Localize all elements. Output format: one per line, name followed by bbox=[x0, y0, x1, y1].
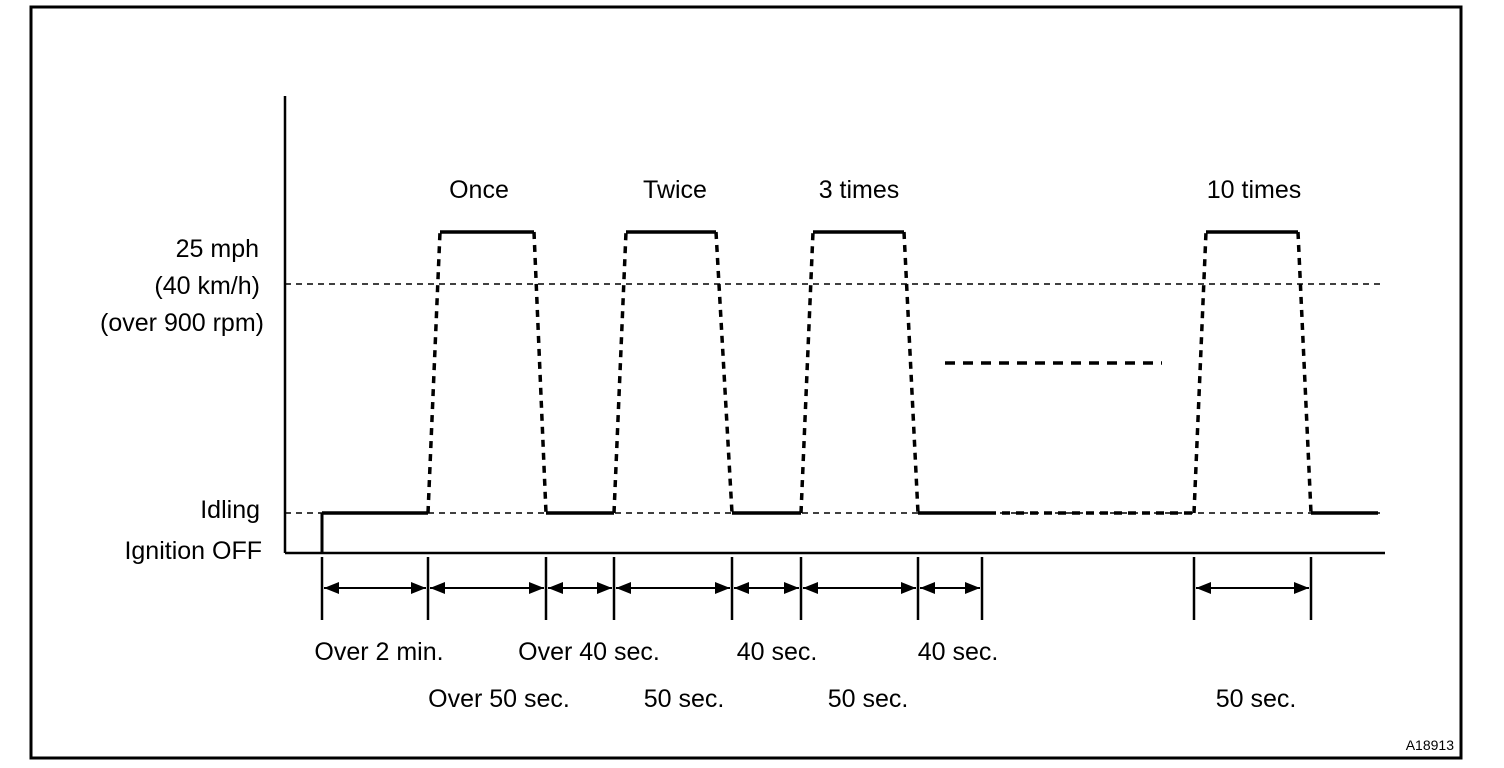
label-50-sec-c: 50 sec. bbox=[1216, 685, 1297, 713]
interval-ticks bbox=[320, 557, 1313, 620]
label-twice: Twice bbox=[643, 176, 707, 204]
pulse-slopes bbox=[426, 231, 1313, 514]
label-ignition-off: Ignition OFF bbox=[124, 537, 262, 565]
arrowheads bbox=[324, 582, 1309, 594]
label-speed-kmh: (40 km/h) bbox=[154, 272, 260, 300]
label-once: Once bbox=[449, 176, 509, 204]
label-rpm: (over 900 rpm) bbox=[100, 309, 264, 337]
label-over-2-min: Over 2 min. bbox=[314, 638, 443, 666]
label-10-times: 10 times bbox=[1207, 176, 1301, 204]
label-3-times: 3 times bbox=[819, 176, 900, 204]
label-over-40-sec: Over 40 sec. bbox=[518, 638, 660, 666]
label-50-sec-a: 50 sec. bbox=[644, 685, 725, 713]
label-40-sec-a: 40 sec. bbox=[737, 638, 818, 666]
frame-border bbox=[29, 5, 1463, 760]
label-over-50-sec: Over 50 sec. bbox=[428, 685, 570, 713]
label-50-sec-b: 50 sec. bbox=[828, 685, 909, 713]
label-idling: Idling bbox=[200, 496, 260, 524]
label-40-sec-b: 40 sec. bbox=[918, 638, 999, 666]
label-speed-mph: 25 mph bbox=[176, 235, 259, 263]
figure-code: A18913 bbox=[1406, 737, 1454, 753]
